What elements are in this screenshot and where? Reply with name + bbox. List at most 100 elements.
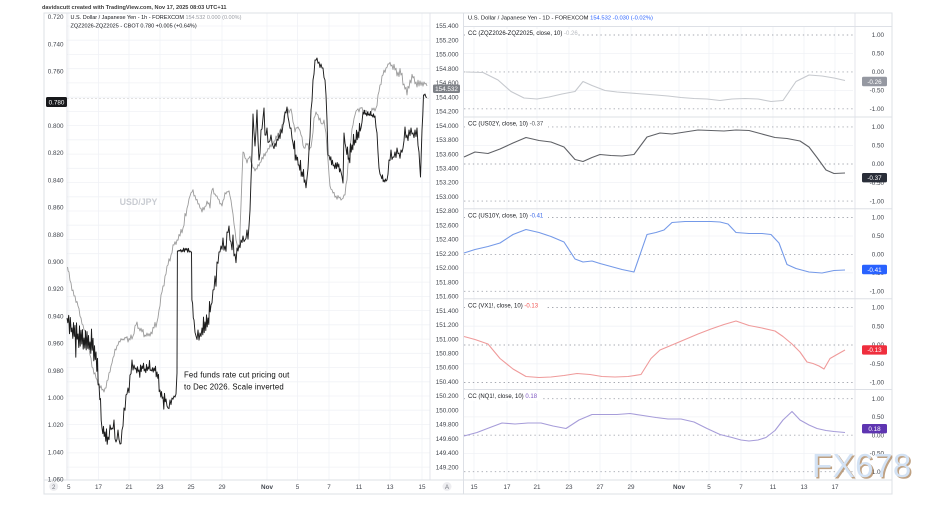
svg-text:0.18: 0.18: [868, 426, 881, 433]
svg-text:154.600: 154.600: [436, 80, 459, 87]
svg-text:152.200: 152.200: [436, 251, 459, 258]
svg-text:29: 29: [627, 484, 635, 491]
svg-text:2: 2: [52, 485, 56, 491]
svg-text:153.000: 153.000: [436, 194, 459, 201]
svg-text:153.200: 153.200: [436, 180, 459, 187]
svg-text:15: 15: [470, 484, 478, 491]
svg-text:11: 11: [770, 484, 777, 491]
svg-text:1.00: 1.00: [872, 32, 885, 39]
svg-text:1.00: 1.00: [872, 124, 885, 131]
svg-text:CC (US02Y, close, 10) -0.37: CC (US02Y, close, 10) -0.37: [468, 122, 544, 128]
svg-text:davidscutt created with Tradin: davidscutt created with TradingView.com,…: [42, 5, 227, 11]
svg-text:U.S. Dollar / Japanese Yen - 1: U.S. Dollar / Japanese Yen - 1D - FOREXC…: [468, 16, 653, 22]
svg-text:1.020: 1.020: [48, 422, 64, 429]
svg-text:151.200: 151.200: [436, 322, 459, 329]
svg-text:CC (ZQZ2026-ZQZ2025, close, 10: CC (ZQZ2026-ZQZ2025, close, 10) -0.26: [468, 31, 578, 37]
svg-text:150.000: 150.000: [436, 407, 459, 414]
svg-text:-0.50: -0.50: [870, 361, 885, 368]
svg-text:154.800: 154.800: [436, 66, 459, 73]
svg-text:0.50: 0.50: [872, 323, 885, 330]
svg-text:0.880: 0.880: [48, 232, 64, 239]
svg-text:-0.26: -0.26: [867, 79, 882, 86]
svg-text:153.600: 153.600: [436, 151, 459, 158]
svg-text:23: 23: [565, 484, 573, 491]
svg-text:0.960: 0.960: [48, 341, 64, 348]
svg-text:A: A: [445, 485, 449, 491]
svg-text:U.S. Dollar / Japanese Yen - 1: U.S. Dollar / Japanese Yen - 1h - FOREXC…: [71, 15, 242, 21]
svg-text:151.600: 151.600: [436, 294, 459, 301]
svg-text:154.000: 154.000: [436, 123, 459, 130]
svg-text:149.200: 149.200: [436, 464, 459, 471]
svg-text:Nov: Nov: [673, 484, 685, 491]
svg-text:152.000: 152.000: [436, 265, 459, 272]
svg-text:17: 17: [95, 484, 103, 491]
svg-text:0.50: 0.50: [872, 233, 885, 240]
svg-text:7: 7: [739, 484, 743, 491]
svg-text:13: 13: [386, 484, 394, 491]
svg-text:153.400: 153.400: [436, 166, 459, 173]
svg-text:0.50: 0.50: [872, 143, 885, 150]
svg-text:11: 11: [356, 484, 363, 491]
svg-text:155.200: 155.200: [436, 37, 459, 44]
svg-text:CC (NQ1!, close, 10) 0.18: CC (NQ1!, close, 10) 0.18: [468, 394, 538, 400]
svg-text:149.800: 149.800: [436, 422, 459, 429]
svg-text:0.760: 0.760: [48, 69, 64, 76]
svg-text:5: 5: [67, 484, 71, 491]
svg-text:153.800: 153.800: [436, 137, 459, 144]
svg-text:-1.00: -1.00: [870, 106, 885, 113]
svg-text:151.800: 151.800: [436, 279, 459, 286]
svg-text:151.000: 151.000: [436, 336, 459, 343]
svg-text:152.600: 152.600: [436, 222, 459, 229]
svg-text:to Dec 2026. Scale inverted: to Dec 2026. Scale inverted: [184, 383, 284, 392]
svg-text:154.200: 154.200: [436, 109, 459, 116]
svg-text:149.600: 149.600: [436, 436, 459, 443]
svg-text:-0.50: -0.50: [870, 451, 885, 458]
svg-text:-1.00: -1.00: [870, 469, 885, 476]
svg-text:0.820: 0.820: [48, 150, 64, 157]
svg-text:Fed funds rate cut pricing out: Fed funds rate cut pricing out: [184, 371, 290, 380]
svg-text:ZQZ2026-ZQZ2025 - CBOT 0.780: ZQZ2026-ZQZ2025 - CBOT 0.780 +0.005 (+0.…: [71, 24, 197, 30]
svg-text:CC (VX1!, close, 10) -0.13: CC (VX1!, close, 10) -0.13: [468, 303, 539, 309]
svg-text:0.980: 0.980: [48, 368, 64, 375]
svg-text:0.920: 0.920: [48, 286, 64, 293]
svg-text:5: 5: [707, 484, 711, 491]
svg-text:0.50: 0.50: [872, 414, 885, 421]
svg-text:-0.37: -0.37: [867, 175, 882, 182]
svg-text:15: 15: [418, 484, 426, 491]
svg-text:-1.00: -1.00: [870, 289, 885, 296]
svg-text:17: 17: [503, 484, 511, 491]
svg-text:-0.13: -0.13: [867, 347, 882, 354]
svg-text:0.50: 0.50: [872, 51, 885, 58]
svg-text:-1.00: -1.00: [870, 380, 885, 387]
svg-text:25: 25: [187, 484, 195, 491]
svg-text:0.00: 0.00: [872, 161, 885, 168]
svg-text:-0.50: -0.50: [870, 180, 885, 187]
svg-text:152.800: 152.800: [436, 208, 459, 215]
svg-text:0.860: 0.860: [48, 205, 64, 212]
svg-text:7: 7: [327, 484, 331, 491]
svg-text:13: 13: [800, 484, 808, 491]
svg-text:0.900: 0.900: [48, 259, 64, 266]
svg-text:0.00: 0.00: [872, 69, 885, 76]
svg-text:CC (US10Y, close, 10) -0.41: CC (US10Y, close, 10) -0.41: [468, 213, 544, 219]
svg-text:0.740: 0.740: [48, 41, 64, 48]
svg-text:-1.00: -1.00: [870, 198, 885, 205]
svg-text:27: 27: [596, 484, 604, 491]
svg-text:150.800: 150.800: [436, 351, 459, 358]
svg-text:21: 21: [533, 484, 541, 491]
svg-text:154.400: 154.400: [436, 94, 459, 101]
svg-text:1.040: 1.040: [48, 449, 64, 456]
svg-text:0.780: 0.780: [49, 99, 65, 106]
svg-text:0.00: 0.00: [872, 252, 885, 259]
svg-text:21: 21: [125, 484, 133, 491]
svg-text:Nov: Nov: [261, 484, 273, 491]
svg-text:FX678: FX678: [812, 447, 912, 484]
svg-text:0.940: 0.940: [48, 313, 64, 320]
svg-text:1.000: 1.000: [48, 395, 64, 402]
svg-text:150.600: 150.600: [436, 365, 459, 372]
svg-text:0.00: 0.00: [872, 432, 885, 439]
svg-text:1.00: 1.00: [872, 396, 885, 403]
svg-text:150.200: 150.200: [436, 393, 459, 400]
svg-text:1.00: 1.00: [872, 305, 885, 312]
svg-text:152.400: 152.400: [436, 237, 459, 244]
